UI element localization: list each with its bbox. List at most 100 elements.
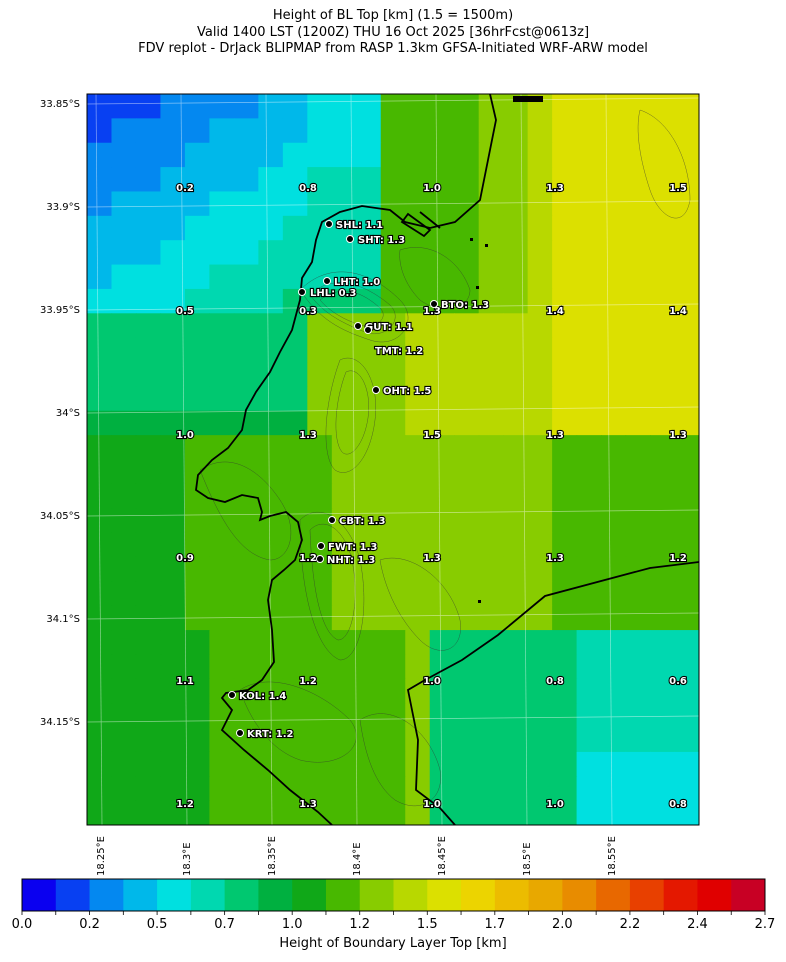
raster-cell bbox=[282, 337, 308, 363]
raster-cell bbox=[650, 800, 676, 825]
raster-cell bbox=[478, 678, 504, 704]
raster-cell bbox=[650, 654, 676, 680]
raster-cell bbox=[552, 215, 578, 241]
raster-cell bbox=[478, 313, 504, 339]
raster-cell bbox=[454, 800, 480, 825]
raster-cell bbox=[552, 556, 578, 582]
raster-cell bbox=[233, 142, 259, 168]
raster-cell bbox=[552, 313, 578, 339]
raster-cell bbox=[233, 654, 259, 680]
raster-cell bbox=[380, 508, 406, 534]
raster-cell bbox=[282, 751, 308, 777]
site-dot[interactable] bbox=[317, 542, 325, 550]
raster-cell bbox=[674, 776, 699, 802]
raster-cell bbox=[674, 288, 699, 314]
raster-cell bbox=[576, 751, 602, 777]
raster-cell bbox=[650, 337, 676, 363]
raster-cell bbox=[503, 800, 529, 825]
raster-cell bbox=[601, 386, 627, 412]
raster-cell bbox=[209, 264, 235, 290]
raster-cell bbox=[258, 215, 284, 241]
raster-cell bbox=[184, 191, 210, 217]
raster-cell bbox=[233, 191, 259, 217]
raster-cell bbox=[331, 240, 357, 266]
raster-cell bbox=[209, 410, 235, 436]
bl-height-raster bbox=[87, 94, 699, 825]
raster-cell bbox=[282, 459, 308, 485]
raster-cell bbox=[209, 94, 235, 119]
map-valid-time: Valid 1400 LST (1200Z) THU 16 Oct 2025 [… bbox=[196, 25, 590, 40]
raster-cell bbox=[380, 94, 406, 119]
raster-cell bbox=[160, 508, 186, 534]
raster-cell bbox=[331, 94, 357, 119]
raster-cell bbox=[601, 678, 627, 704]
raster-cell bbox=[209, 167, 235, 193]
raster-cell bbox=[429, 678, 455, 704]
lat-tick-label: 33.95°S bbox=[40, 305, 80, 316]
raster-cell bbox=[233, 630, 259, 656]
raster-cell bbox=[111, 508, 137, 534]
raster-cell bbox=[258, 240, 284, 266]
site-dot[interactable] bbox=[346, 235, 354, 243]
raster-cell bbox=[233, 264, 259, 290]
raster-cell bbox=[650, 776, 676, 802]
raster-cell bbox=[380, 288, 406, 314]
site-dot[interactable] bbox=[228, 691, 236, 699]
site-dot[interactable] bbox=[316, 555, 324, 563]
raster-cell bbox=[478, 337, 504, 363]
raster-cell bbox=[233, 581, 259, 607]
raster-cell bbox=[233, 800, 259, 825]
raster-cell bbox=[307, 337, 333, 363]
site-label: FWT: 1.3 bbox=[328, 542, 377, 553]
raster-cell bbox=[552, 362, 578, 387]
grid-value-label: 1.3 bbox=[669, 430, 687, 441]
site-dot[interactable] bbox=[325, 220, 333, 228]
raster-cell bbox=[650, 215, 676, 241]
raster-cell bbox=[209, 605, 235, 631]
raster-cell bbox=[625, 678, 651, 704]
raster-cell bbox=[111, 118, 137, 144]
raster-cell bbox=[503, 581, 529, 607]
site-dot[interactable] bbox=[323, 277, 331, 285]
raster-cell bbox=[356, 240, 382, 266]
raster-cell bbox=[307, 678, 333, 704]
site-dot[interactable] bbox=[354, 322, 362, 330]
site-dot[interactable] bbox=[364, 326, 372, 334]
site-dot[interactable] bbox=[430, 300, 438, 308]
raster-cell bbox=[454, 654, 480, 680]
raster-cell bbox=[111, 581, 137, 607]
raster-cell bbox=[576, 337, 602, 363]
site-dot[interactable] bbox=[372, 386, 380, 394]
raster-cell bbox=[405, 605, 431, 631]
raster-cell bbox=[405, 142, 431, 168]
lon-tick-label: 18.5°E bbox=[522, 842, 533, 876]
site-dot[interactable] bbox=[236, 729, 244, 737]
raster-cell bbox=[429, 532, 455, 558]
colorbar-tick-label: 2.2 bbox=[619, 917, 641, 932]
grid-value-label: 1.0 bbox=[546, 799, 564, 810]
site-label: SHT: 1.3 bbox=[358, 235, 405, 246]
raster-cell bbox=[331, 654, 357, 680]
raster-cell bbox=[135, 800, 162, 825]
colorbar-segment bbox=[89, 879, 124, 911]
raster-cell bbox=[331, 800, 357, 825]
raster-cell bbox=[527, 556, 553, 582]
lon-tick-label: 18.4°E bbox=[352, 842, 363, 876]
raster-cell bbox=[576, 386, 602, 412]
site-dot[interactable] bbox=[298, 288, 306, 296]
raster-cell bbox=[87, 118, 113, 144]
raster-cell bbox=[135, 288, 162, 314]
raster-cell bbox=[503, 118, 529, 144]
raster-cell bbox=[307, 654, 333, 680]
site-dot[interactable] bbox=[328, 516, 336, 524]
raster-cell bbox=[576, 776, 602, 802]
raster-cell bbox=[478, 727, 504, 753]
raster-cell bbox=[650, 581, 676, 607]
lon-tick-label: 18.45°E bbox=[437, 836, 448, 876]
raster-cell bbox=[380, 605, 406, 631]
raster-cell bbox=[356, 142, 382, 168]
lat-tick-label: 34°S bbox=[55, 408, 80, 419]
raster-cell bbox=[87, 605, 113, 631]
raster-cell bbox=[380, 118, 406, 144]
